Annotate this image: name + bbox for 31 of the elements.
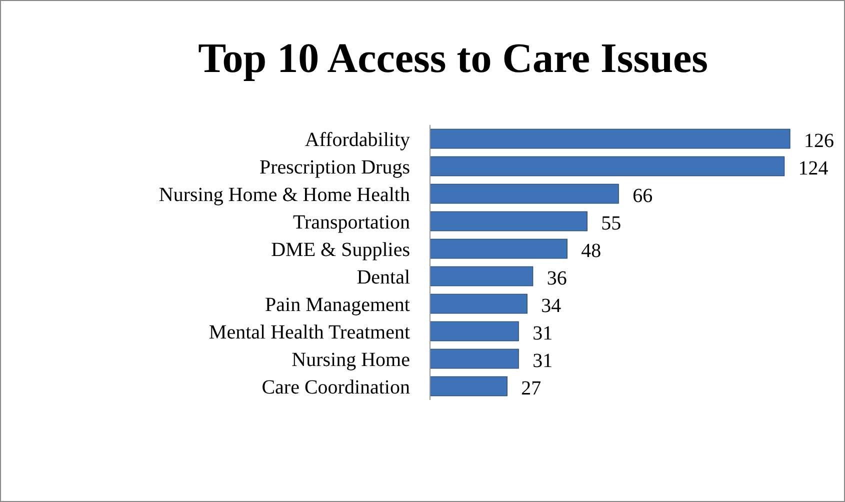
data-label: 48 <box>581 240 602 262</box>
bar <box>430 156 785 176</box>
bar <box>430 184 619 204</box>
y-tick-label: Nursing Home & Home Health <box>158 184 410 206</box>
y-tick-label: Mental Health Treatment <box>208 321 410 344</box>
data-label: 31 <box>532 350 553 372</box>
data-label: 31 <box>532 322 553 344</box>
bar <box>430 348 519 369</box>
bar <box>430 376 508 396</box>
y-tick-label: Prescription Drugs <box>259 156 410 178</box>
y-tick-label: Care Coordination <box>262 376 410 398</box>
y-tick-label: Dental <box>356 266 410 288</box>
data-label: 34 <box>541 294 562 317</box>
y-tick-label: Affordability <box>304 128 410 151</box>
y-tick-label: Transportation <box>292 211 410 234</box>
bar <box>430 211 588 232</box>
bar <box>430 321 519 342</box>
data-label: 126 <box>804 130 834 152</box>
data-label: 27 <box>521 377 542 400</box>
y-tick-label: Pain Management <box>265 294 410 316</box>
data-label: 55 <box>601 212 622 234</box>
bar <box>430 238 568 259</box>
data-label: 124 <box>798 157 828 180</box>
data-label: 36 <box>546 267 567 290</box>
bar <box>430 266 534 286</box>
y-tick-label: Nursing Home <box>292 348 410 371</box>
bar <box>430 294 528 314</box>
data-label: 66 <box>632 184 653 207</box>
bar <box>430 128 790 149</box>
chart-title: Top 10 Access to Care Issues <box>198 36 708 82</box>
y-tick-label: DME & Supplies <box>271 238 410 261</box>
